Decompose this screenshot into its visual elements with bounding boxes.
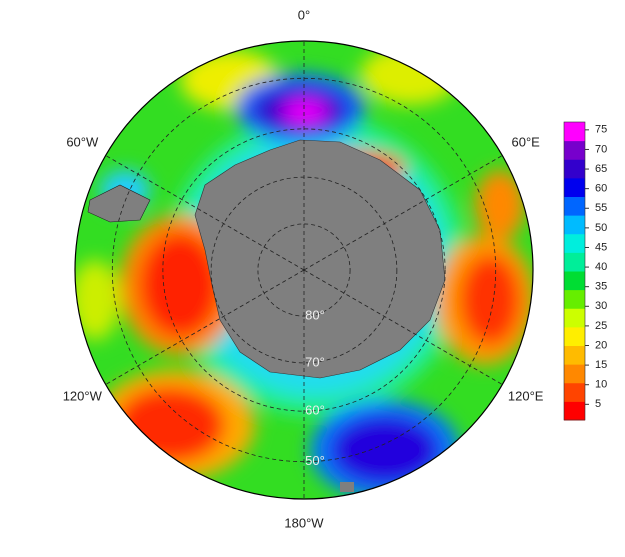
colorbar-tick-label: 60	[595, 183, 607, 195]
colorbar-segment	[564, 345, 585, 365]
lon-label: 120°E	[508, 388, 544, 403]
colorbar-segment	[564, 233, 585, 253]
lon-label: 60°E	[512, 134, 541, 149]
lat-label: 70°	[305, 354, 325, 369]
colorbar-segment	[564, 215, 585, 235]
colorbar-segment	[564, 122, 585, 142]
lon-label: 180°W	[284, 515, 324, 530]
colorbar-segment	[564, 252, 585, 272]
meridian	[105, 155, 305, 271]
lon-label: 0°	[298, 7, 310, 22]
lon-label: 120°W	[63, 388, 103, 403]
colorbar-tick-label: 10	[595, 379, 607, 391]
colorbar-tick-label: 40	[595, 261, 607, 273]
map-boundary	[74, 40, 534, 500]
meridian	[105, 269, 305, 385]
colorbar-segment	[564, 271, 585, 291]
colorbar-segment	[564, 159, 585, 179]
colorbar-tick-label: 55	[595, 202, 607, 214]
colorbar-tick-label: 50	[595, 222, 607, 234]
colorbar-tick-label: 20	[595, 339, 607, 351]
lat-label: 60°	[305, 403, 325, 418]
colorbar-segment	[564, 177, 585, 197]
lat-label: 80°	[305, 308, 325, 323]
lon-label: 60°W	[66, 134, 99, 149]
colorbar-tick-label: 75	[595, 124, 607, 136]
colorbar-segment	[564, 140, 585, 160]
colorbar-segment	[564, 196, 585, 216]
colorbar-tick-label: 70	[595, 143, 607, 155]
colorbar-segment	[564, 289, 585, 309]
colorbar-tick-label: 15	[595, 359, 607, 371]
colorbar-tick-label: 5	[595, 398, 601, 410]
colorbar-segment	[564, 382, 585, 402]
colorbar-segment	[564, 326, 585, 346]
colorbar-tick-label: 45	[595, 241, 607, 253]
lat-ring	[162, 128, 446, 412]
colorbar-tick-label: 25	[595, 320, 607, 332]
data-field	[75, 41, 533, 499]
colorbar: 5 10 15 20 25 30 35 40 45 50 55 60 65 70 75	[563, 121, 607, 421]
colorbar-segment	[564, 401, 585, 421]
lat-label: 50°	[305, 453, 325, 468]
colorbar-tick-label: 35	[595, 281, 607, 293]
colorbar-tick-label: 65	[595, 163, 607, 175]
graticule: 80° 70° 60° 50° 0° 60°E 120°E 180°W 120°W 60°W	[63, 7, 544, 530]
meridian	[303, 155, 503, 271]
lat-ring	[257, 223, 351, 317]
colorbar-frame	[563, 121, 586, 421]
colorbar-tick-label: 30	[595, 300, 607, 312]
meridian	[303, 269, 503, 385]
lat-ring	[111, 77, 497, 463]
colorbar-segment	[564, 364, 585, 384]
colorbar-segment	[564, 308, 585, 328]
